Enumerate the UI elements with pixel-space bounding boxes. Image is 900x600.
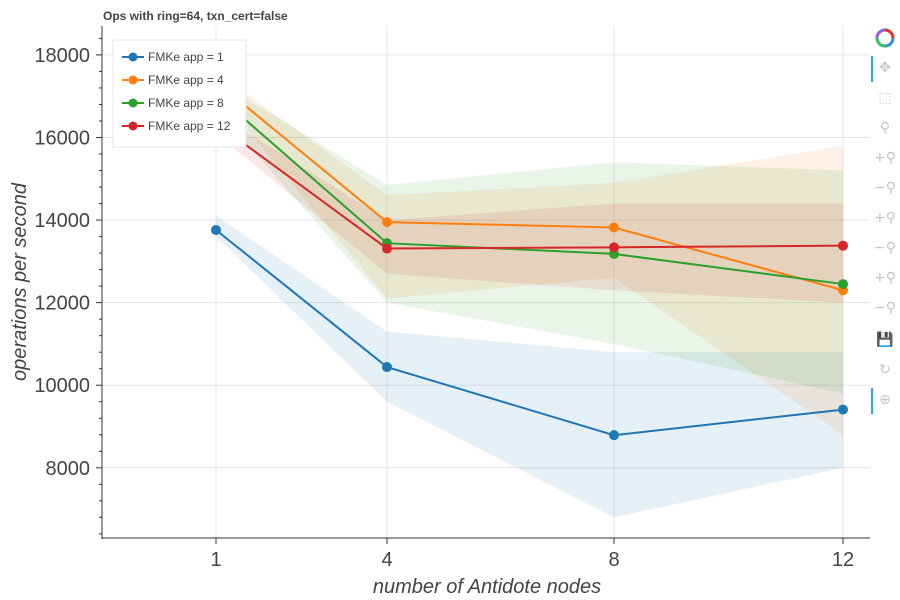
y-tick-label: 14000 — [34, 210, 90, 232]
zoom-in-y-tool-icon[interactable]: +⚲ — [874, 270, 896, 286]
legend-label: FMKe app = 1 — [148, 50, 224, 64]
zoom-out-x-tool-icon[interactable]: −⚲ — [874, 240, 896, 256]
x-tick-label: 8 — [608, 549, 619, 571]
data-point — [609, 242, 619, 253]
data-point — [211, 224, 221, 235]
data-point — [838, 404, 848, 415]
legend-marker — [128, 98, 138, 108]
zoom-x-tool-icon[interactable]: ⚲ — [879, 120, 891, 136]
legend: FMKe app = 1 FMKe app = 4 FMKe app = 8 FMKe… — [112, 39, 247, 148]
chart-title: Ops with ring=64, txn_cert=false — [103, 9, 288, 23]
y-tick-label: 18000 — [34, 45, 90, 67]
confidence-band — [216, 79, 843, 394]
legend-label: FMKe app = 12 — [148, 119, 231, 133]
series-line — [215, 122, 844, 250]
legend-label: FMKe app = 4 — [148, 73, 224, 87]
series-line — [215, 229, 844, 437]
zoom-in-tool-icon[interactable]: +⚲ — [874, 150, 896, 166]
bokeh-logo-icon[interactable] — [872, 26, 898, 50]
y-tick-label: 16000 — [34, 127, 90, 149]
y-tick-label: 8000 — [46, 458, 91, 480]
hover-tool-icon[interactable]: ⊕ — [871, 388, 898, 414]
confidence-band — [216, 71, 843, 435]
data-point — [838, 279, 848, 290]
legend-marker — [128, 75, 138, 85]
zoom-in-x-tool-icon[interactable]: +⚲ — [874, 210, 896, 226]
zoom-out-y-tool-icon[interactable]: −⚲ — [874, 300, 896, 316]
data-point — [609, 430, 619, 441]
y-axis-label: operations per second — [9, 182, 31, 381]
x-axis-label: number of Antidote nodes — [373, 576, 601, 598]
reset-tool-icon[interactable]: ↻ — [879, 362, 891, 378]
data-point — [609, 222, 619, 233]
data-point — [382, 217, 392, 228]
series-line — [215, 80, 844, 292]
save-tool-icon[interactable]: 💾 — [876, 332, 894, 348]
chart: Ops with ring=64, txn_cert=false 1 4 8 12 80… — [9, 9, 870, 598]
legend-label: FMKe app = 8 — [148, 96, 224, 110]
confidence-band — [216, 112, 843, 303]
legend-marker — [128, 52, 138, 62]
legend-marker — [128, 121, 138, 131]
zoom-out-tool-icon[interactable]: −⚲ — [874, 180, 896, 196]
box-select-tool-icon[interactable]: ⬚ — [878, 90, 892, 106]
x-tick-label: 1 — [210, 549, 221, 571]
pan-tool-icon[interactable]: ✥ — [871, 56, 898, 82]
y-tick-label: 12000 — [34, 293, 90, 315]
x-tick-label: 4 — [381, 549, 392, 571]
data-point — [382, 243, 392, 254]
data-point — [382, 362, 392, 373]
y-tick-label: 10000 — [34, 375, 90, 397]
data-point — [838, 240, 848, 251]
confidence-band — [216, 215, 843, 518]
x-tick-label: 12 — [832, 549, 854, 571]
bokeh-logo-mark — [875, 28, 895, 48]
